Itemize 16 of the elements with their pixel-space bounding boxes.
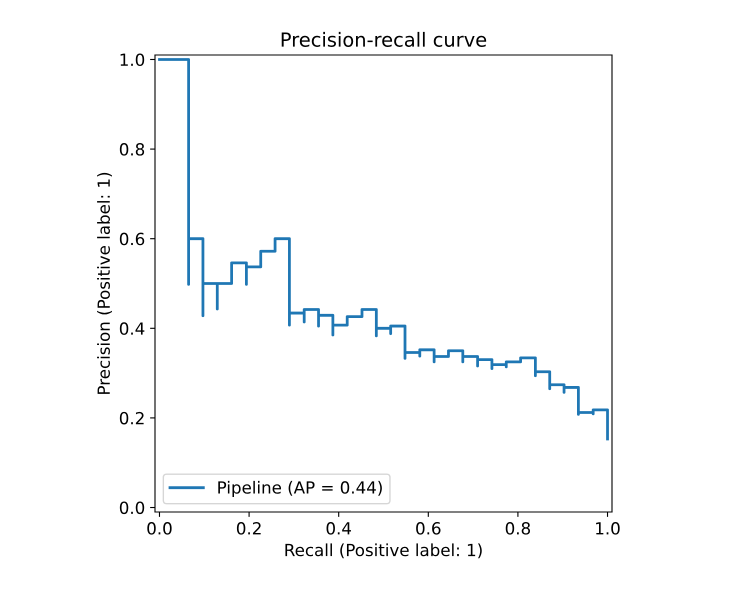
- x-tick-label: 0.8: [506, 522, 530, 535]
- chart-title: Precision-recall curve: [282, 32, 486, 47]
- y-axis-title: Precision (Positive label: 1): [97, 172, 112, 394]
- x-tick-label: 1.0: [596, 522, 620, 535]
- x-tick-label: 0.0: [147, 522, 172, 535]
- x-axis-title: Recall (Positive label: 1): [285, 543, 482, 558]
- x-tick-label: 0.4: [326, 522, 352, 535]
- y-tick-label: 1.0: [120, 53, 144, 66]
- y-tick-label: 0.4: [120, 322, 144, 335]
- legend-label: Pipeline (AP = 0.44): [218, 480, 382, 497]
- y-tick-label: 0.8: [120, 143, 144, 156]
- y-tick-label: 0.6: [120, 232, 144, 246]
- x-tick-label: 0.2: [236, 522, 261, 535]
- y-tick-label: 0.2: [120, 412, 144, 424]
- y-tick-label: 0.0: [120, 501, 144, 514]
- x-tick-label: 0.6: [416, 522, 441, 535]
